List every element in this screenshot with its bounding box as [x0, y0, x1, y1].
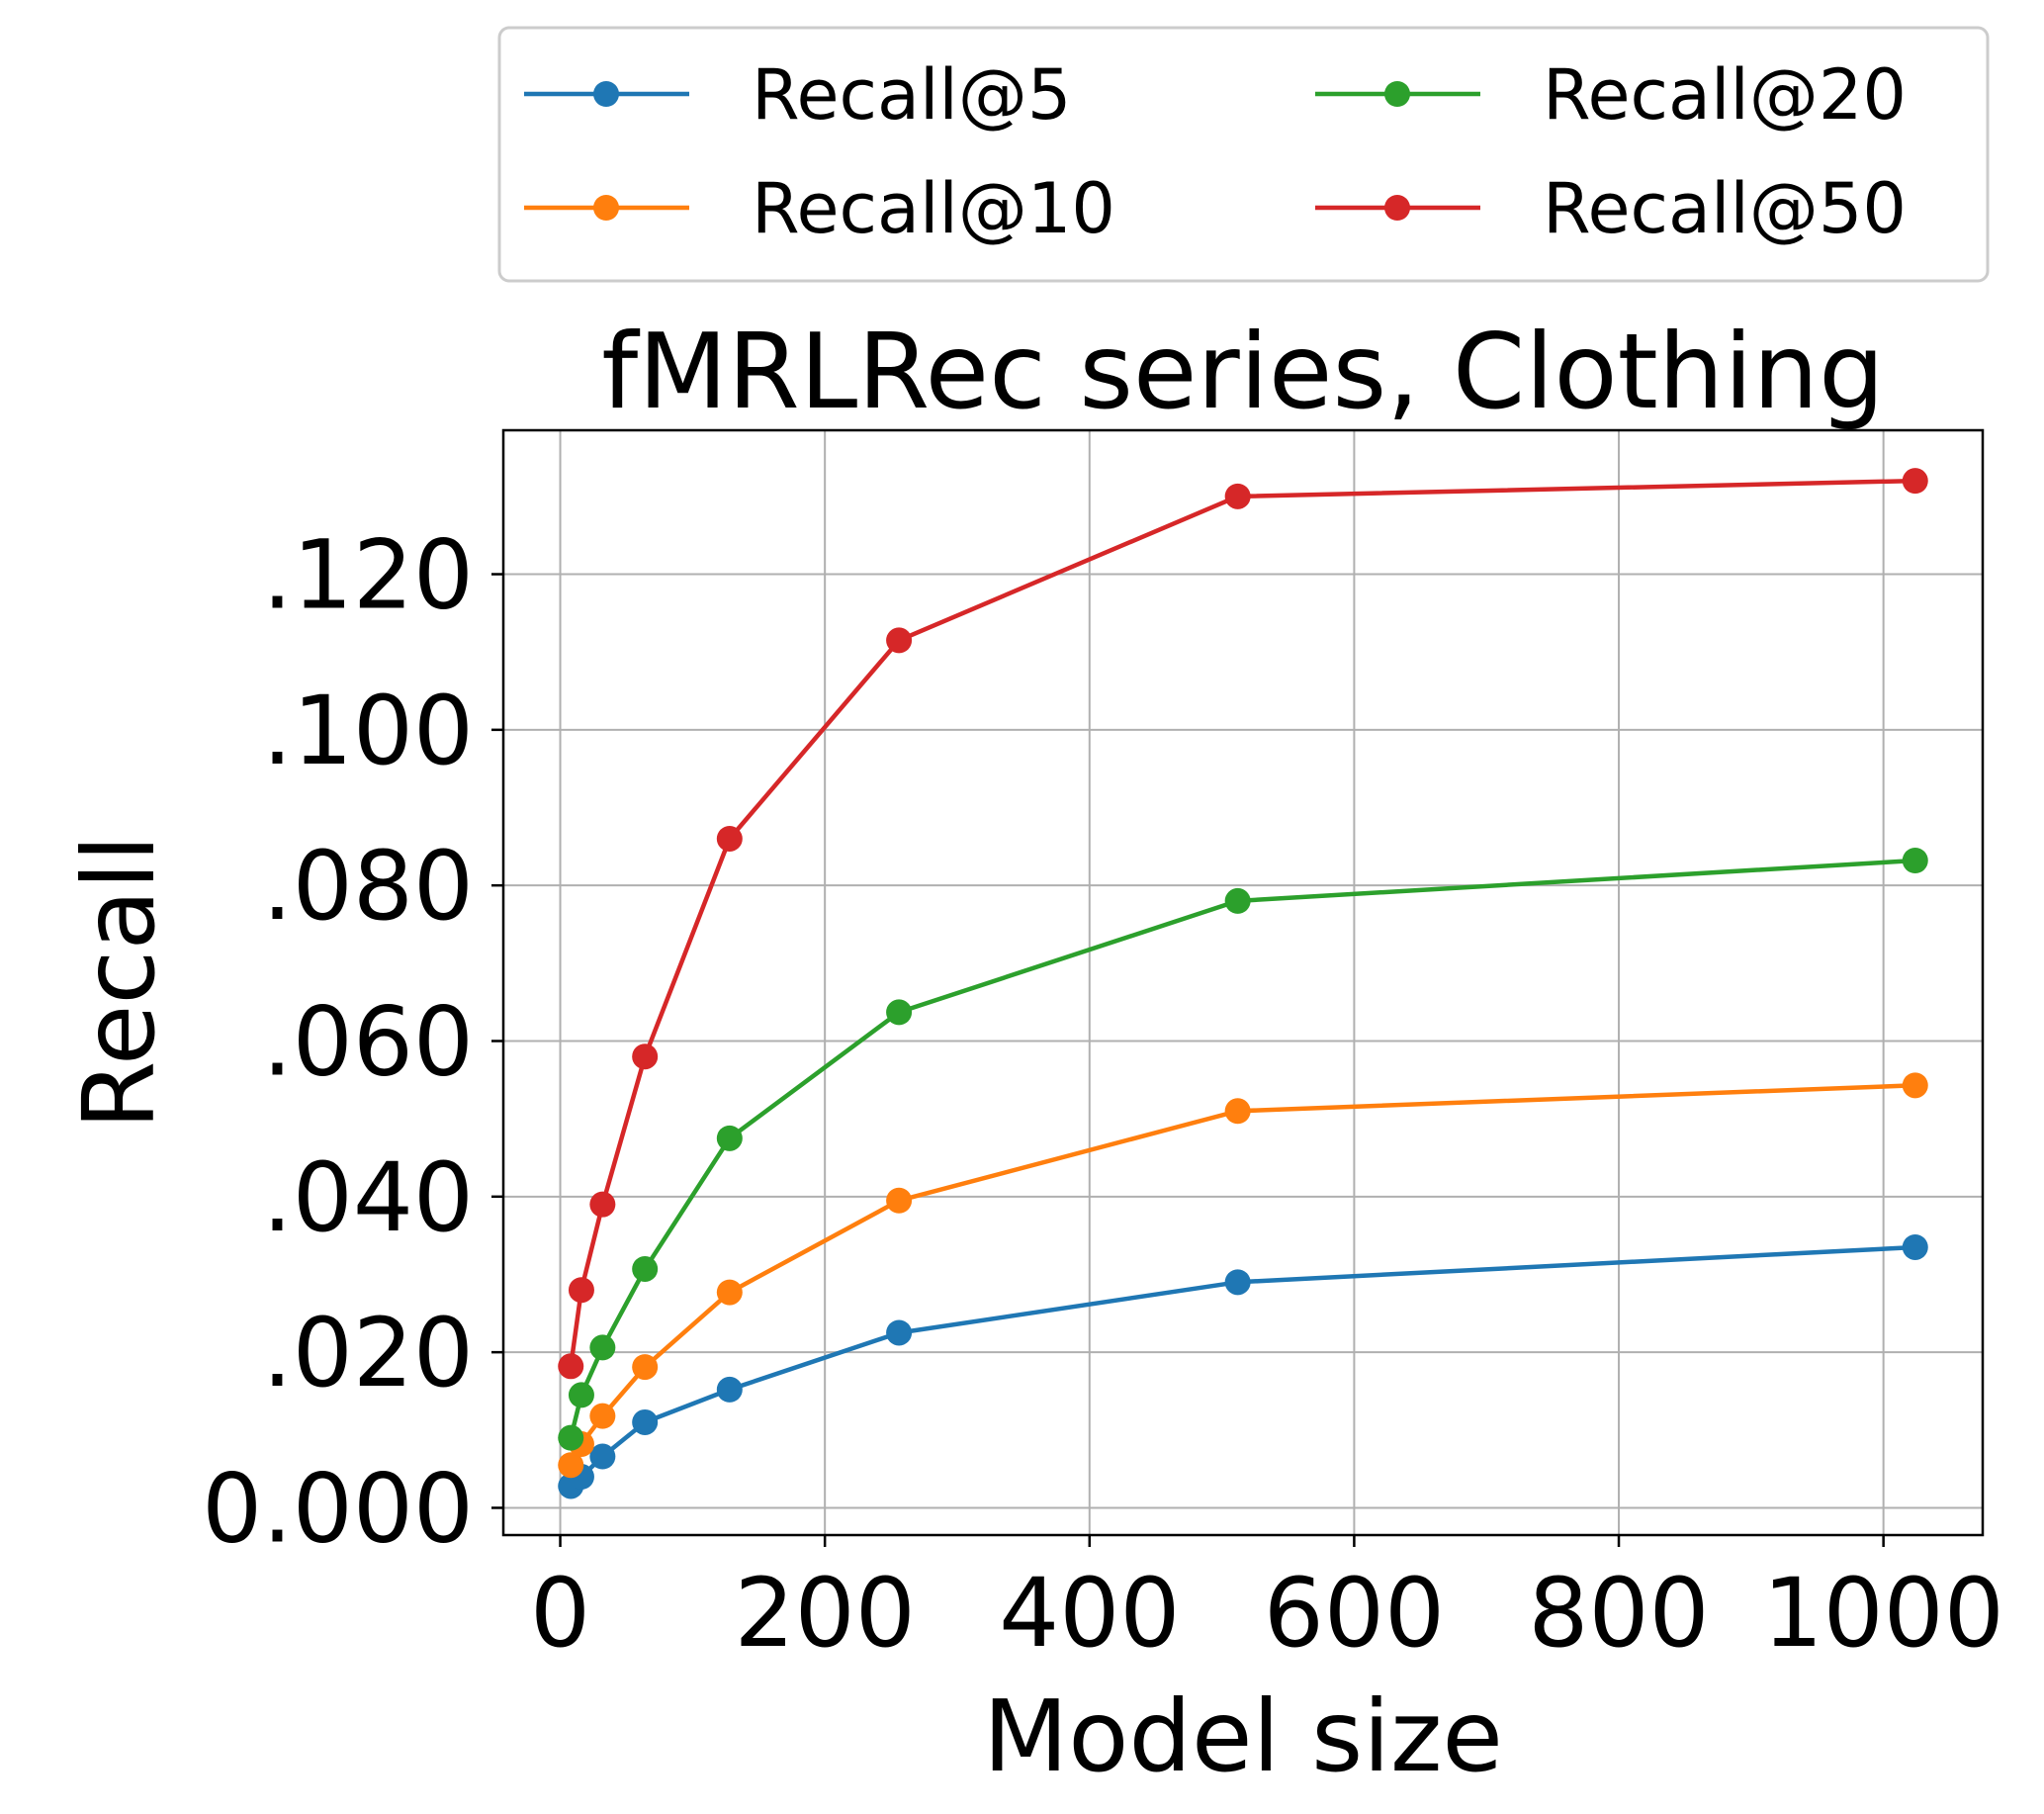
data-point [1902, 1072, 1928, 1099]
data-point [886, 627, 913, 654]
x-tick-label: 0 [530, 1558, 590, 1669]
y-tick-label: .060 [262, 986, 474, 1097]
y-tick-label: .040 [262, 1142, 474, 1253]
data-point [716, 1376, 743, 1403]
data-point [632, 1408, 659, 1435]
data-point [1902, 468, 1928, 495]
x-axis-label: Model size [983, 1678, 1503, 1794]
data-point [568, 1277, 594, 1304]
data-point [632, 1043, 659, 1070]
legend-item: Recall@10 [524, 168, 1115, 249]
data-point [589, 1443, 616, 1470]
legend-item: Recall@20 [1315, 54, 1907, 136]
legend: Recall@5 Recall@10 Recall@20 Recall@50 [497, 26, 1990, 283]
y-tick-label: .020 [262, 1298, 474, 1408]
data-point [558, 1353, 584, 1380]
data-point [1902, 1233, 1928, 1260]
data-point [716, 1125, 743, 1151]
series-recall-20 [558, 848, 1928, 1451]
x-tick-label: 400 [999, 1558, 1180, 1669]
data-point [716, 825, 743, 852]
series-recall-5 [558, 1233, 1928, 1499]
y-axis-label: Recall [61, 835, 177, 1130]
legend-label: Recall@20 [1543, 54, 1907, 136]
series-recall-50 [558, 468, 1928, 1380]
legend-item: Recall@50 [1315, 168, 1907, 249]
data-point [632, 1354, 659, 1381]
axis-ticks: 0 200 400 600 800 1000 0.000 .020 .040 .060 .080 .1… [202, 520, 2004, 1669]
data-point [1224, 1098, 1251, 1125]
y-tick-label: .100 [262, 676, 474, 786]
data-point [1224, 1269, 1251, 1296]
legend-items: Recall@5 Recall@10 Recall@20 Recall@50 [524, 54, 1907, 249]
legend-marker [593, 195, 619, 221]
data-point [589, 1403, 616, 1429]
y-tick-label: 0.000 [202, 1453, 474, 1564]
x-tick-label: 800 [1528, 1558, 1709, 1669]
data-point [716, 1279, 743, 1306]
data-point [558, 1424, 584, 1451]
gridlines [503, 430, 1983, 1535]
y-tick-label: .080 [262, 831, 474, 942]
plot-background [503, 430, 1983, 1535]
y-tick-label: .120 [262, 520, 474, 631]
data-point [1224, 887, 1251, 914]
data-point [1224, 483, 1251, 509]
chart-title: fMRLRec series, Clothing [601, 312, 1884, 432]
legend-item: Recall@5 [524, 54, 1071, 136]
data-point [589, 1334, 616, 1361]
data-point [632, 1255, 659, 1282]
legend-marker [1384, 81, 1410, 107]
x-tick-label: 600 [1264, 1558, 1445, 1669]
plot-frame [501, 428, 1985, 1537]
legend-box [497, 26, 1990, 283]
legend-label: Recall@5 [752, 54, 1071, 136]
series-layer [558, 468, 1928, 1499]
data-point [1902, 848, 1928, 874]
data-point [589, 1191, 616, 1218]
legend-marker [1384, 195, 1410, 221]
legend-marker [593, 81, 619, 107]
x-tick-label: 1000 [1762, 1558, 2003, 1669]
data-point [886, 1187, 913, 1214]
legend-label: Recall@50 [1543, 168, 1907, 249]
x-tick-label: 200 [735, 1558, 916, 1669]
data-point [558, 1452, 584, 1479]
data-point [886, 1319, 913, 1346]
data-point [886, 999, 913, 1026]
series-line [568, 478, 1915, 1367]
legend-label: Recall@10 [752, 168, 1115, 249]
data-point [568, 1382, 594, 1408]
